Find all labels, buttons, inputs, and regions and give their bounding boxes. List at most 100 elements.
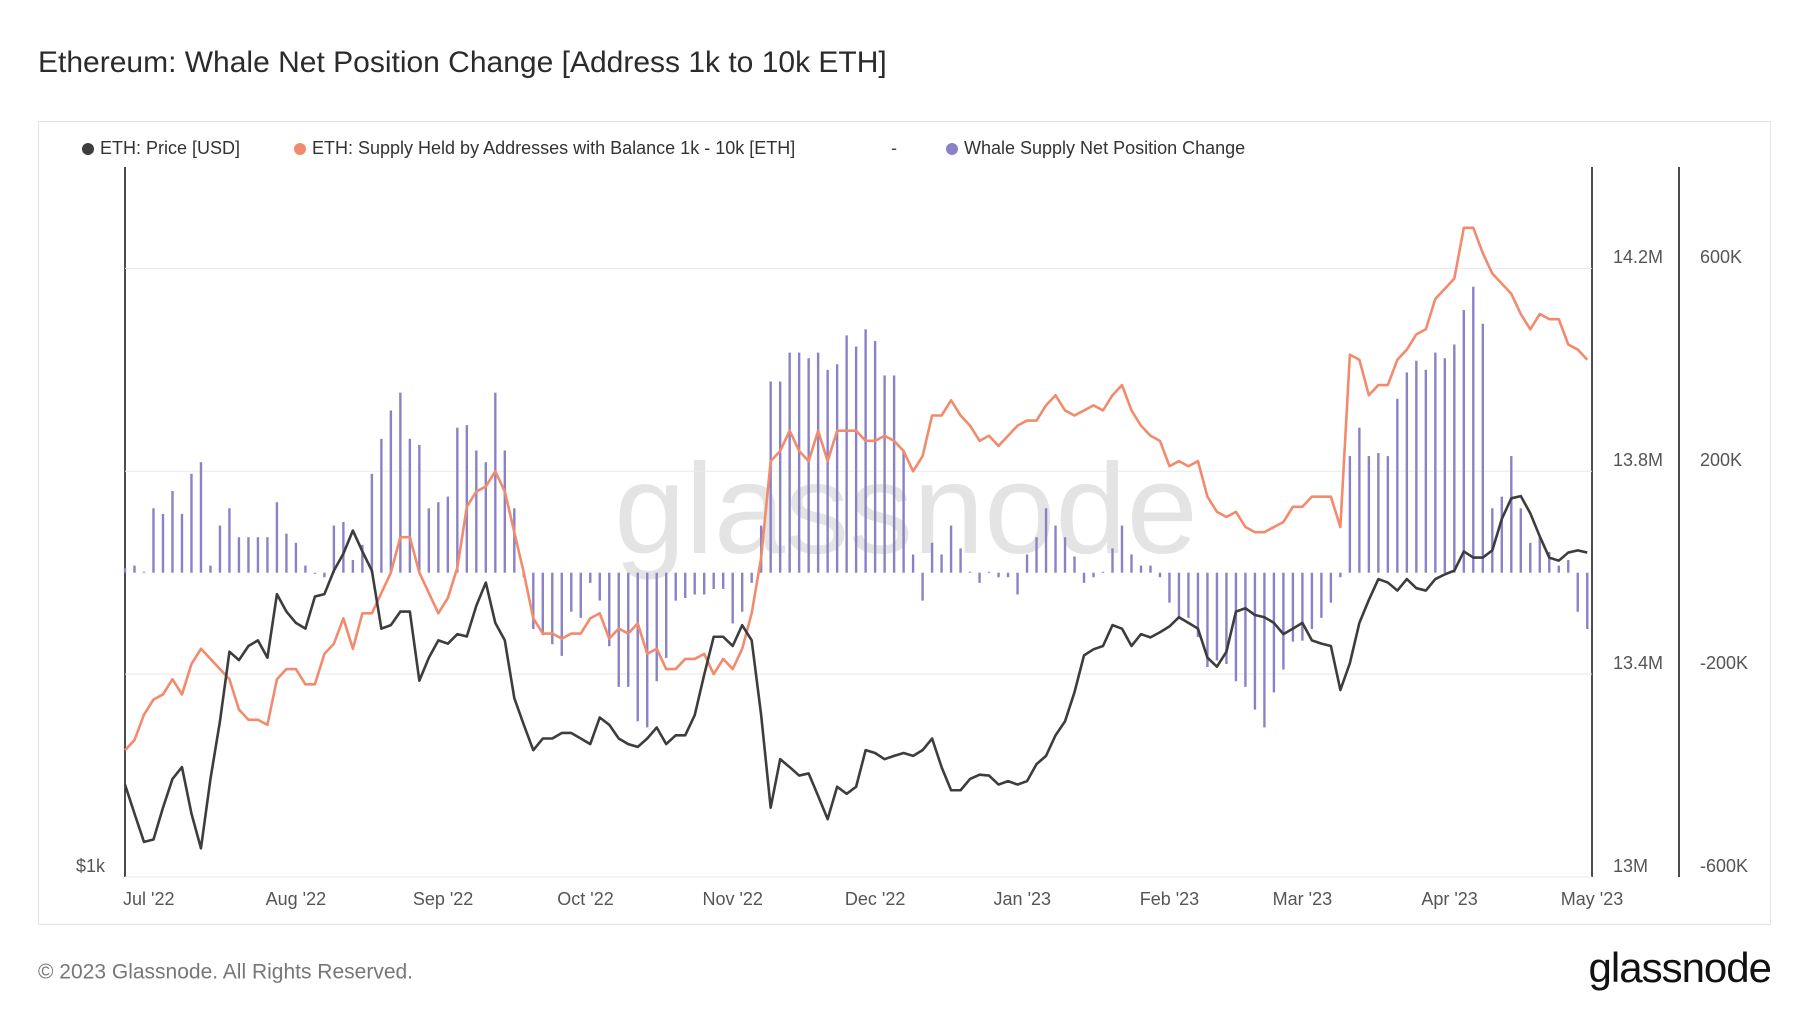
bar xyxy=(769,381,772,573)
bar xyxy=(1567,560,1570,573)
y3-tick-label: 200K xyxy=(1700,450,1742,470)
bar xyxy=(285,533,288,573)
bar xyxy=(845,335,848,573)
line xyxy=(124,226,1589,752)
bar xyxy=(1510,456,1513,573)
x-tick-label: Feb '23 xyxy=(1140,889,1199,909)
bar xyxy=(351,560,355,573)
x-tick-label: Dec '22 xyxy=(845,889,905,909)
bar xyxy=(1063,537,1067,573)
bar xyxy=(674,572,677,601)
bar xyxy=(1576,572,1579,612)
bar xyxy=(209,565,212,573)
bar xyxy=(304,565,307,573)
bar xyxy=(1339,572,1342,578)
bar xyxy=(513,508,516,573)
legend-label: ETH: Price [USD] xyxy=(100,138,240,158)
x-tick-label: Jan '23 xyxy=(994,889,1051,909)
x-tick-label: Nov '22 xyxy=(702,889,762,909)
bar xyxy=(142,571,146,573)
bar xyxy=(598,572,601,601)
bar xyxy=(294,542,298,573)
bar xyxy=(1367,456,1371,573)
bar xyxy=(978,572,981,583)
bar xyxy=(816,352,820,573)
bar xyxy=(1253,572,1257,710)
bar xyxy=(892,375,896,573)
bar xyxy=(1453,344,1456,573)
bar xyxy=(807,358,810,573)
bar xyxy=(361,544,364,573)
bar xyxy=(342,522,345,573)
legend-label: ETH: Supply Held by Addresses with Balan… xyxy=(312,138,795,158)
bar xyxy=(408,438,412,573)
bar xyxy=(266,537,269,573)
bar xyxy=(1348,456,1352,573)
y2-tick-label: 13.4M xyxy=(1613,653,1663,673)
bar xyxy=(1500,496,1503,573)
bar xyxy=(1120,525,1124,573)
y2-tick-label: 14.2M xyxy=(1613,247,1663,267)
bar xyxy=(1025,554,1029,573)
bar xyxy=(1320,572,1323,618)
bar xyxy=(1396,398,1399,573)
bar xyxy=(797,352,801,573)
bar xyxy=(399,392,402,573)
x-tick-label: Aug '22 xyxy=(266,889,327,909)
bar xyxy=(427,508,431,573)
bar xyxy=(693,572,696,595)
y3-tick-label: 600K xyxy=(1700,247,1742,267)
bar xyxy=(199,462,203,573)
bar xyxy=(1054,525,1057,573)
bar xyxy=(1006,572,1010,578)
bar xyxy=(465,425,469,573)
bar xyxy=(655,572,658,682)
y2-tick-label: 13M xyxy=(1613,856,1648,876)
x-tick-label: Jul '22 xyxy=(123,889,174,909)
legend-marker xyxy=(946,143,958,155)
bar xyxy=(940,554,943,573)
bar xyxy=(456,427,459,573)
bar xyxy=(1310,572,1314,630)
bar xyxy=(494,392,497,573)
bar xyxy=(1244,572,1247,687)
chart-frame xyxy=(38,121,1771,925)
bar xyxy=(1111,548,1114,573)
bar xyxy=(921,572,924,601)
bar xyxy=(275,502,279,573)
bar xyxy=(579,572,582,618)
bar xyxy=(1291,572,1295,642)
bar xyxy=(1149,565,1152,573)
bar xyxy=(968,571,972,573)
bar xyxy=(380,438,383,573)
bar xyxy=(1263,572,1266,728)
legend-marker xyxy=(294,143,306,155)
bar xyxy=(778,381,782,573)
bar xyxy=(313,572,317,574)
bar xyxy=(418,444,421,573)
bar xyxy=(171,491,174,573)
legend-label: Whale Supply Net Position Change xyxy=(964,138,1245,158)
bar xyxy=(437,502,440,573)
bar xyxy=(1481,323,1485,573)
bar xyxy=(332,525,336,573)
bar xyxy=(1557,565,1560,573)
bar xyxy=(826,369,829,573)
bar xyxy=(1139,565,1143,573)
bar xyxy=(1462,310,1466,573)
bar xyxy=(484,462,488,573)
bar xyxy=(684,572,687,599)
bar xyxy=(835,364,839,573)
bar xyxy=(1215,572,1219,661)
bar xyxy=(551,572,554,645)
bar xyxy=(1206,572,1209,668)
y2-tick-label: 13.8M xyxy=(1613,450,1663,470)
bar xyxy=(133,565,136,573)
bar xyxy=(1035,537,1038,573)
x-tick-label: Mar '23 xyxy=(1273,889,1332,909)
bar xyxy=(370,473,374,573)
bar xyxy=(1168,572,1171,603)
bar xyxy=(1491,508,1494,573)
bar xyxy=(1282,572,1285,670)
